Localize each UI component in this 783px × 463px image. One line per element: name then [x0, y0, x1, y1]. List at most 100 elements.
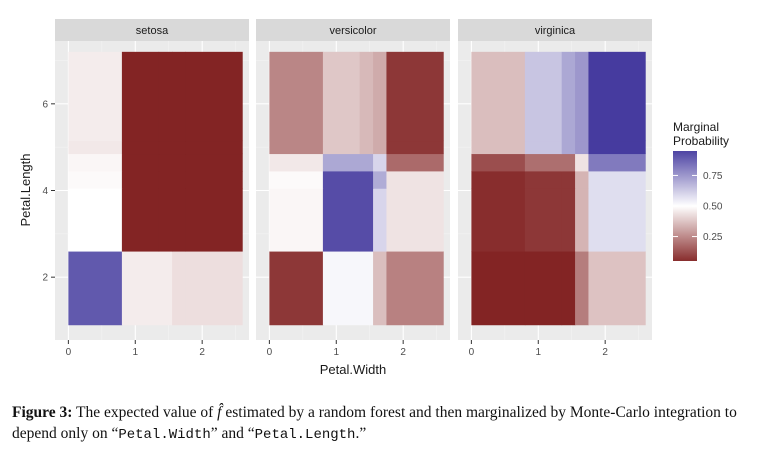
- caption-text-c: ” and “: [210, 425, 255, 442]
- heatmap-tile: [471, 51, 526, 142]
- heatmap-tile: [158, 51, 173, 142]
- heatmap-tile: [386, 251, 444, 326]
- heatmap-tile: [588, 140, 646, 155]
- y-tick-label: 4: [42, 186, 48, 197]
- heatmap-tile: [172, 188, 186, 252]
- heatmap-tile: [524, 140, 563, 155]
- heatmap-tile: [121, 153, 160, 172]
- heatmap-tile: [561, 153, 576, 172]
- heatmap-tile: [386, 153, 444, 172]
- heatmap-tile: [575, 153, 589, 172]
- x-tick-label: 2: [400, 347, 406, 358]
- heatmap-tile: [386, 140, 444, 155]
- legend-tick-label: 0.75: [703, 171, 723, 182]
- heatmap-tile: [575, 171, 589, 189]
- heatmap-tile: [185, 188, 243, 252]
- heatmap-tile: [575, 188, 589, 252]
- heatmap-tile: [359, 251, 374, 326]
- heatmap-tile: [524, 171, 563, 189]
- heatmap-tile: [524, 188, 563, 252]
- heatmap-tile: [471, 153, 526, 172]
- legend-title-line: Marginal: [673, 120, 719, 134]
- heatmap-tile: [322, 51, 361, 142]
- x-tick-label: 1: [132, 347, 138, 358]
- heatmap-tile: [68, 251, 123, 326]
- facet-strip-versicolor: [256, 19, 450, 41]
- facet-strip-virginica: [458, 19, 652, 41]
- caption-text-d: .”: [355, 425, 367, 442]
- faceted-heatmap-chart: setosa 0 1 2 versicolor 0 1 2 virginica 0 1 2 2 4 6 Pet…: [18, 19, 729, 377]
- heatmap-tile: [359, 140, 374, 155]
- heatmap-tile: [588, 251, 646, 326]
- heatmap-tile: [373, 140, 387, 155]
- heatmap-tile: [588, 153, 646, 172]
- x-tick-label: 0: [469, 347, 475, 358]
- x-tick-label: 0: [66, 347, 72, 358]
- heatmap-tile: [68, 171, 123, 189]
- heatmap-tile: [121, 51, 160, 142]
- heatmap-tile: [386, 171, 444, 189]
- heatmap-tile: [158, 140, 173, 155]
- heatmap-tile: [588, 188, 646, 252]
- y-tick-label: 6: [42, 99, 48, 110]
- heatmap-tile: [359, 51, 374, 142]
- heatmap-tile: [185, 171, 243, 189]
- heatmap-tile: [322, 153, 361, 172]
- heatmap-tile: [575, 140, 589, 155]
- caption-f-hat: f̂: [217, 404, 222, 421]
- facet-label-virginica: virginica: [535, 25, 576, 37]
- heatmap-tile: [158, 188, 173, 252]
- heatmap-tile: [121, 140, 160, 155]
- heatmap-tile: [386, 188, 444, 252]
- figure-caption: Figure 3: The expected value of f̂ estim…: [12, 402, 772, 446]
- heatmap-tile: [359, 153, 374, 172]
- facet-label-versicolor: versicolor: [329, 25, 376, 37]
- heatmap-tile: [158, 171, 173, 189]
- heatmap-tile: [172, 251, 186, 326]
- legend-title-line: Probability: [673, 134, 729, 148]
- heatmap-tile: [373, 153, 387, 172]
- x-tick-label: 2: [602, 347, 608, 358]
- caption-text-a: The expected value of: [72, 404, 218, 421]
- heatmap-tile: [561, 171, 576, 189]
- heatmap-tile: [373, 188, 387, 252]
- x-tick-label: 1: [333, 347, 339, 358]
- caption-code-petal-length: Petal.Length: [254, 427, 356, 443]
- heatmap-tile: [575, 51, 589, 142]
- heatmap-tile: [373, 251, 387, 326]
- heatmap-tile: [524, 51, 563, 142]
- y-tick-label: 2: [42, 273, 48, 284]
- heatmap-tile: [561, 188, 576, 252]
- heatmap-tile: [269, 153, 324, 172]
- heatmap-tile: [373, 51, 387, 142]
- heatmap-tile: [121, 251, 160, 326]
- heatmap-tile: [322, 171, 361, 189]
- heatmap-tile: [386, 51, 444, 142]
- heatmap-tile: [471, 188, 526, 252]
- heatmap-tile: [269, 251, 324, 326]
- y-axis-title: Petal.Length: [18, 153, 33, 226]
- heatmap-tile: [68, 51, 123, 142]
- heatmap-tile: [269, 171, 324, 189]
- heatmap-tile: [524, 153, 563, 172]
- heatmap-tile: [322, 188, 361, 252]
- heatmap-tile: [575, 251, 589, 326]
- heatmap-tile: [471, 140, 526, 155]
- heatmap-tile: [588, 171, 646, 189]
- heatmap-tile: [121, 188, 160, 252]
- heatmap-tile: [172, 51, 186, 142]
- heatmap-tile: [68, 153, 123, 172]
- heatmap-tile: [322, 251, 361, 326]
- heatmap-tile: [561, 140, 576, 155]
- heatmap-tile: [322, 140, 361, 155]
- heatmap-tile: [269, 188, 324, 252]
- heatmap-tile: [121, 171, 160, 189]
- heatmap-tile: [185, 51, 243, 142]
- heatmap-tile: [269, 140, 324, 155]
- heatmap-tile: [185, 140, 243, 155]
- heatmap-tile: [359, 188, 374, 252]
- heatmap-tile: [269, 51, 324, 142]
- heatmap-tile: [185, 153, 243, 172]
- heatmap-tile: [373, 171, 387, 189]
- heatmap-tile: [561, 251, 576, 326]
